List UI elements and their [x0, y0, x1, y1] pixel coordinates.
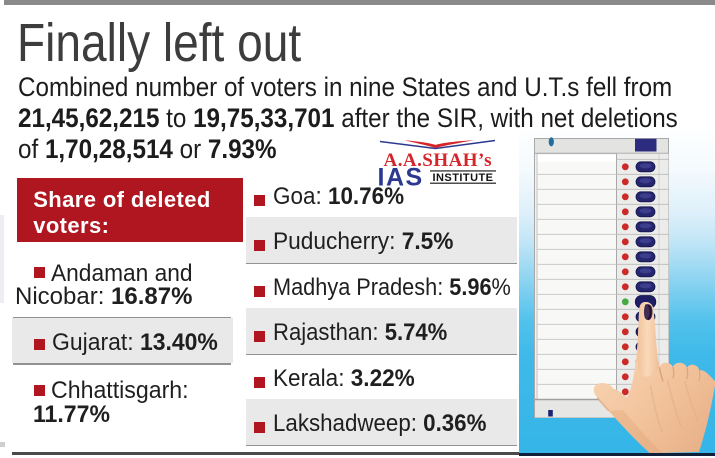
svg-text:IAS: IAS [378, 164, 424, 190]
svg-text:A.A.SHAH’s: A.A.SHAH’s [384, 150, 492, 171]
svg-text:INSTITUTE: INSTITUTE [433, 172, 494, 184]
